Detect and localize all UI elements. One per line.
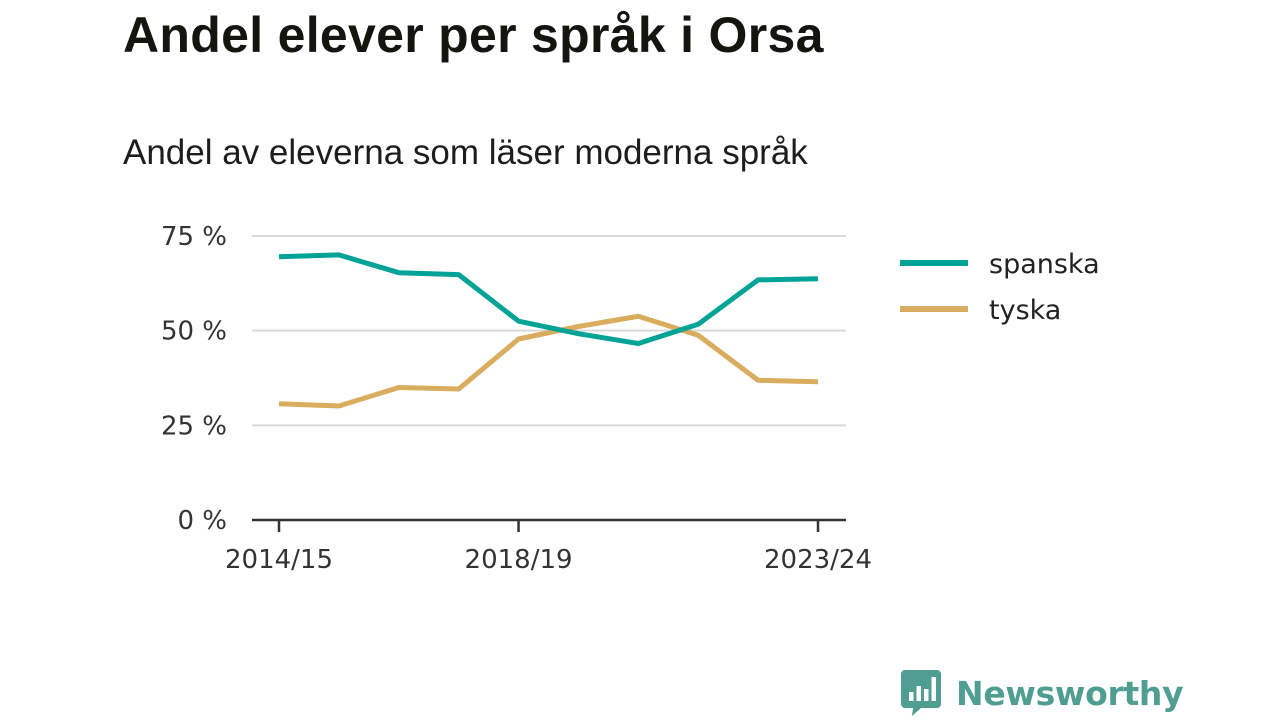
legend: spanska tyska: [900, 249, 1100, 326]
series-lines: [278, 252, 819, 409]
legend-label-spanska: spanska: [989, 249, 1100, 280]
y-tick-label: 75 %: [161, 222, 227, 252]
page-title: Andel elever per språk i Orsa: [123, 7, 824, 63]
chart-subtitle: Andel av eleverna som läser moderna språ…: [123, 133, 808, 172]
bar-chart-speech-bubble-icon: [901, 670, 941, 716]
x-tick-label: 2014/15: [225, 545, 333, 575]
series-line-spanska: [278, 252, 819, 346]
x-tick-label: 2018/19: [465, 545, 573, 575]
axes: 0 % 25 % 50 % 75 % 2014/15 2018/19 2023/24: [161, 222, 872, 575]
y-tick-label: 50 %: [161, 317, 227, 347]
y-tick-label: 25 %: [161, 411, 227, 441]
x-tick-label: 2023/24: [764, 545, 872, 575]
newsworthy-logo: Newsworthy: [901, 670, 1184, 716]
y-tick-label: 0 %: [177, 506, 227, 536]
legend-label-tyska: tyska: [989, 295, 1061, 326]
series-line-tyska: [278, 313, 819, 409]
brand-name: Newsworthy: [956, 673, 1184, 713]
